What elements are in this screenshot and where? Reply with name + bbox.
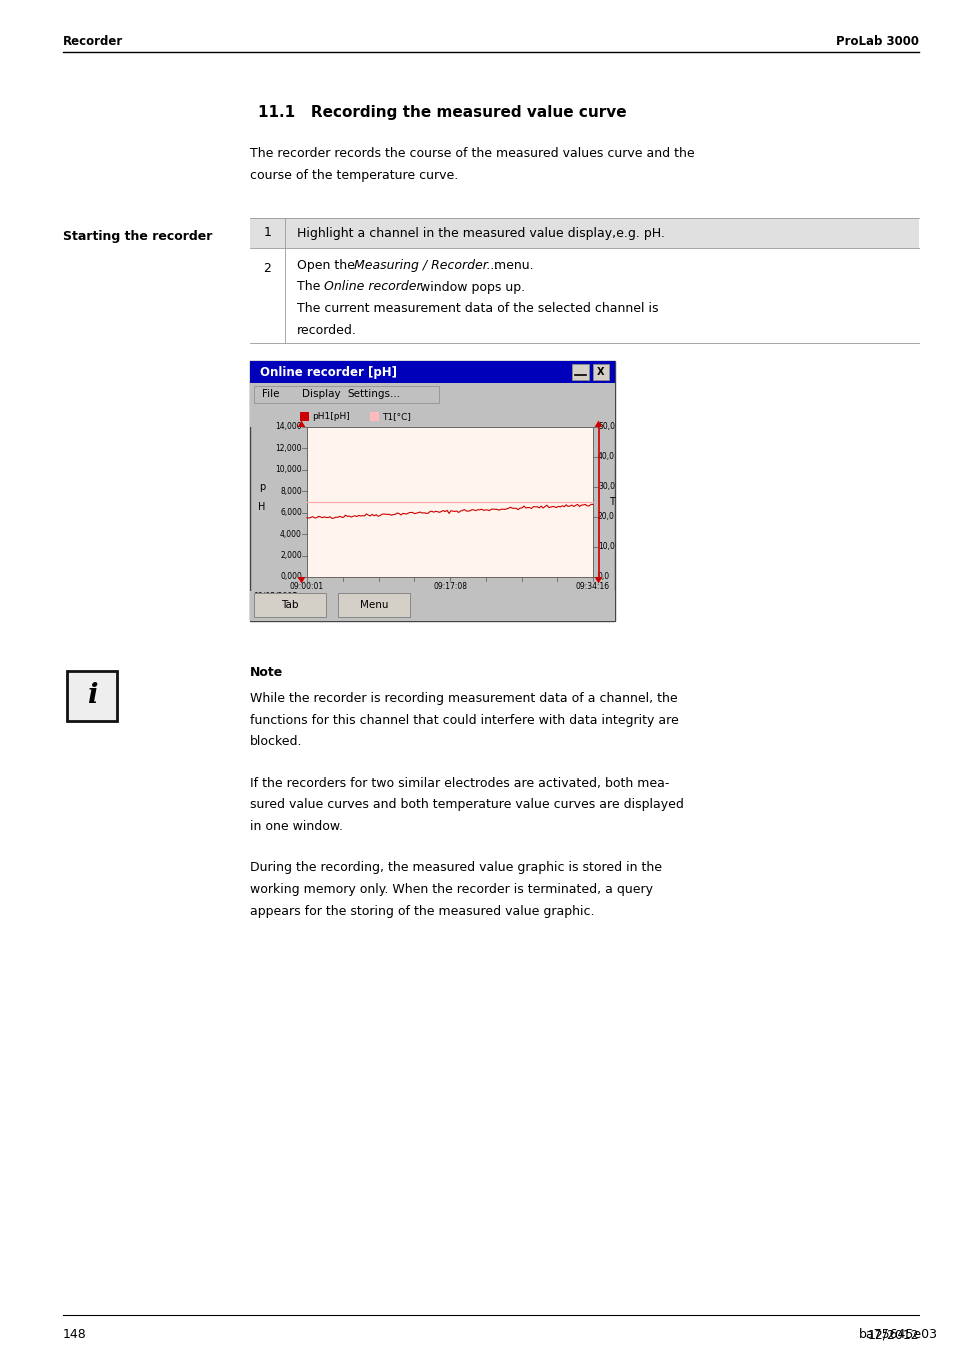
Text: The recorder records the course of the measured values curve and the: The recorder records the course of the m… xyxy=(250,147,694,159)
Text: During the recording, the measured value graphic is stored in the: During the recording, the measured value… xyxy=(250,862,661,874)
Text: 40,0: 40,0 xyxy=(598,453,615,462)
Text: Open the: Open the xyxy=(296,259,358,272)
Text: The: The xyxy=(296,281,324,293)
Text: 09:34:16: 09:34:16 xyxy=(576,582,609,592)
Text: While the recorder is recording measurement data of a channel, the: While the recorder is recording measurem… xyxy=(250,693,677,705)
Polygon shape xyxy=(297,577,305,584)
Bar xyxy=(250,361,615,384)
Text: course of the temperature curve.: course of the temperature curve. xyxy=(250,169,457,181)
Text: 10,0: 10,0 xyxy=(598,543,615,551)
Text: Measuring / Recorder...: Measuring / Recorder... xyxy=(354,259,497,272)
Text: functions for this channel that could interfere with data integrity are: functions for this channel that could in… xyxy=(250,713,678,727)
Bar xyxy=(337,593,410,617)
Text: X: X xyxy=(597,367,604,377)
Bar xyxy=(572,365,588,380)
Text: menu.: menu. xyxy=(489,259,533,272)
Bar xyxy=(253,386,438,403)
Text: File: File xyxy=(262,389,279,400)
Polygon shape xyxy=(297,420,305,427)
Bar xyxy=(299,412,308,420)
Text: T1[°C]: T1[°C] xyxy=(382,412,411,420)
Text: 12,000: 12,000 xyxy=(275,444,302,453)
Text: The current measurement data of the selected channel is: The current measurement data of the sele… xyxy=(296,303,658,315)
Text: 148: 148 xyxy=(63,1328,87,1342)
Text: Menu: Menu xyxy=(359,600,388,611)
Text: 2,000: 2,000 xyxy=(280,551,302,561)
Text: window pops up.: window pops up. xyxy=(416,281,524,293)
Text: in one window.: in one window. xyxy=(250,820,343,834)
Bar xyxy=(307,427,593,577)
Text: 11.1   Recording the measured value curve: 11.1 Recording the measured value curve xyxy=(257,105,626,120)
Polygon shape xyxy=(594,577,601,584)
Bar xyxy=(253,593,326,617)
Text: Online recorder [pH]: Online recorder [pH] xyxy=(260,366,396,378)
Text: ba75645e03: ba75645e03 xyxy=(858,1328,937,1342)
Text: Settings...: Settings... xyxy=(347,389,399,400)
Bar xyxy=(592,365,608,380)
Text: 14,000: 14,000 xyxy=(275,423,302,431)
Text: 12/2012: 12/2012 xyxy=(866,1328,918,1342)
Text: 0,0: 0,0 xyxy=(598,573,610,581)
Text: working memory only. When the recorder is terminated, a query: working memory only. When the recorder i… xyxy=(250,884,652,896)
Bar xyxy=(250,590,615,621)
Text: 30,0: 30,0 xyxy=(598,482,615,492)
Text: pH1[pH]: pH1[pH] xyxy=(313,412,350,420)
Text: p: p xyxy=(258,482,265,492)
Text: 6,000: 6,000 xyxy=(280,508,302,517)
Bar xyxy=(250,249,918,343)
Text: 09:17:08: 09:17:08 xyxy=(433,582,467,592)
Text: H: H xyxy=(258,501,265,512)
Text: sured value curves and both temperature value curves are displayed: sured value curves and both temperature … xyxy=(250,798,683,812)
Text: i: i xyxy=(87,682,97,709)
Text: Highlight a channel in the measured value display,e.g. pH.: Highlight a channel in the measured valu… xyxy=(296,227,664,239)
Bar xyxy=(67,671,117,721)
Text: 0,000: 0,000 xyxy=(280,573,302,581)
Text: T: T xyxy=(608,497,615,507)
Text: Starting the recorder: Starting the recorder xyxy=(63,230,213,243)
Text: appears for the storing of the measured value graphic.: appears for the storing of the measured … xyxy=(250,905,594,917)
Text: 1: 1 xyxy=(263,227,272,239)
Text: Display: Display xyxy=(302,389,340,400)
Text: 4,000: 4,000 xyxy=(280,530,302,539)
Text: 8,000: 8,000 xyxy=(280,486,302,496)
Text: If the recorders for two similar electrodes are activated, both mea-: If the recorders for two similar electro… xyxy=(250,777,669,790)
Text: 09:00:01: 09:00:01 xyxy=(290,582,324,592)
Text: blocked.: blocked. xyxy=(250,735,302,748)
Text: 20,0: 20,0 xyxy=(598,512,615,521)
Text: 2: 2 xyxy=(263,262,272,274)
Text: 10,000: 10,000 xyxy=(275,465,302,474)
Text: ProLab 3000: ProLab 3000 xyxy=(835,35,918,49)
Text: 09/05/2007: 09/05/2007 xyxy=(253,592,297,601)
Text: Note: Note xyxy=(250,666,283,680)
Text: Recorder: Recorder xyxy=(63,35,123,49)
Text: Online recorder: Online recorder xyxy=(323,281,420,293)
Bar xyxy=(250,384,615,405)
Bar xyxy=(250,218,918,249)
Bar xyxy=(250,361,615,621)
Text: 50,0: 50,0 xyxy=(598,423,615,431)
Text: recorded.: recorded. xyxy=(296,323,356,336)
Bar xyxy=(67,671,117,721)
Polygon shape xyxy=(594,420,601,427)
Text: Tab: Tab xyxy=(281,600,298,611)
Bar xyxy=(250,405,615,427)
Bar xyxy=(370,412,378,420)
